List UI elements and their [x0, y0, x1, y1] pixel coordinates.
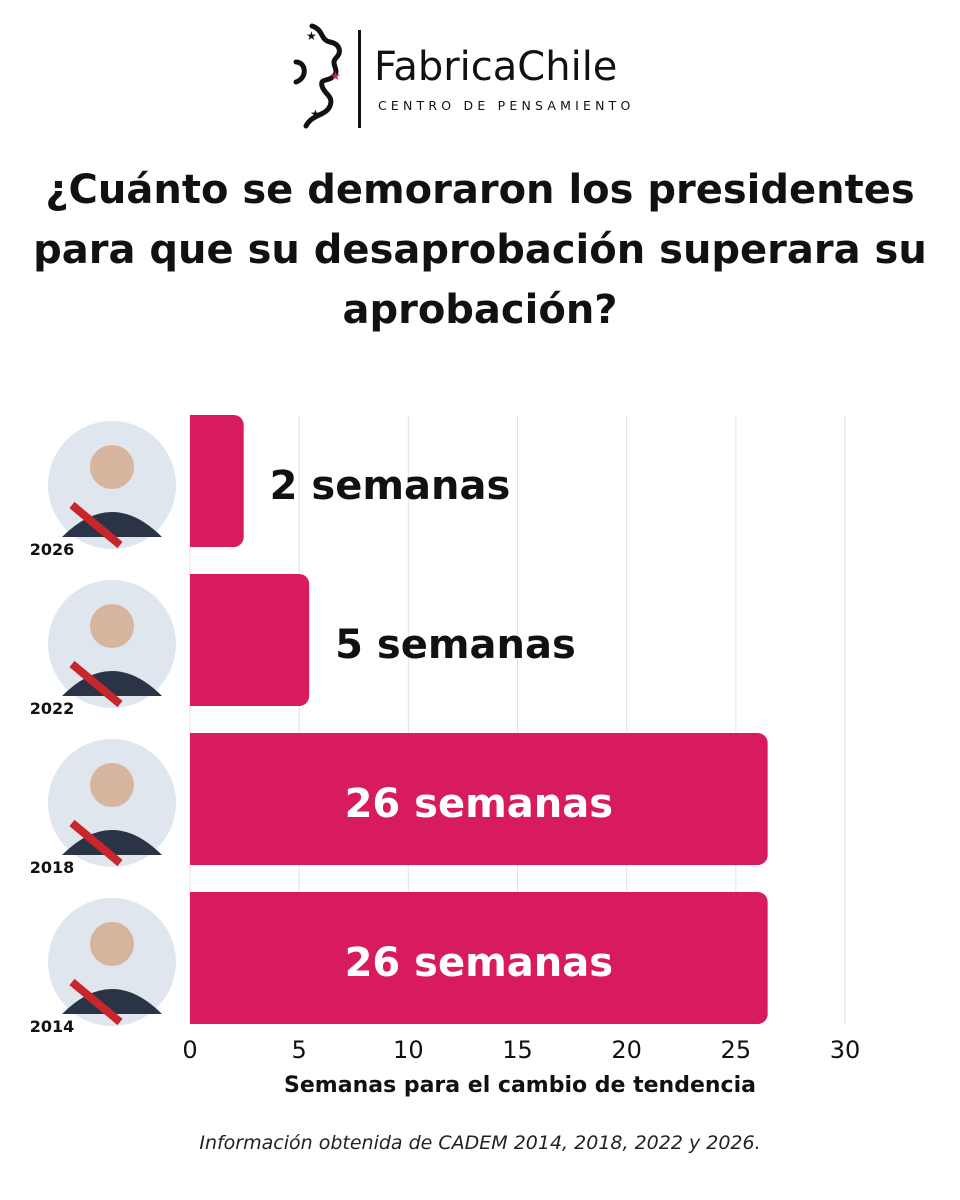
svg-text:★: ★ — [306, 29, 317, 43]
svg-text:★: ★ — [330, 69, 341, 83]
avatar-head — [90, 445, 134, 489]
logo-tagline: CENTRO DE PENSAMIENTO — [378, 98, 635, 113]
x-tick-label: 10 — [393, 1036, 424, 1064]
category-label: 2018 — [30, 858, 75, 877]
x-tick-label: 20 — [611, 1036, 642, 1064]
category-label: 2014 — [30, 1017, 75, 1036]
bar — [190, 415, 244, 547]
bar — [190, 892, 768, 1024]
logo-name: FabricaChile — [374, 44, 618, 90]
avatar-head — [90, 763, 134, 807]
x-tick-label: 15 — [502, 1036, 533, 1064]
x-axis-title: Semanas para el cambio de tendencia — [284, 1073, 756, 1098]
data-label: 26 semanas — [345, 940, 613, 986]
bar-base — [190, 733, 202, 865]
bar-base — [190, 574, 202, 706]
presidential-sash — [69, 501, 123, 549]
chile-map-logo-icon: ★ ★ ★ — [293, 23, 342, 129]
logo: ★ ★ ★ FabricaChile CENTRO DE PENSAMIENTO — [290, 22, 690, 134]
svg-text:★: ★ — [310, 107, 321, 121]
avatar-head — [90, 604, 134, 648]
chart-title: ¿Cuánto se demoraron los presidentes par… — [33, 167, 927, 333]
avatar-head — [90, 922, 134, 966]
category-label: 2026 — [30, 540, 75, 559]
category-label: 2022 — [30, 699, 75, 718]
bar-base — [190, 415, 202, 547]
data-label: 26 semanas — [345, 781, 613, 827]
logo-divider — [358, 30, 361, 128]
data-label: 5 semanas — [335, 622, 576, 668]
x-tick-label: 5 — [292, 1036, 307, 1064]
data-label: 2 semanas — [270, 463, 511, 509]
bar — [190, 733, 768, 865]
x-tick-label: 30 — [830, 1036, 861, 1064]
x-tick-label: 0 — [182, 1036, 197, 1064]
presidential-sash — [69, 819, 123, 867]
presidential-sash — [69, 978, 123, 1026]
x-tick-label: 25 — [721, 1036, 752, 1064]
bar-chart: 2026 2 semanas 2022 5 semanas 2018 26 semanas… — [30, 415, 861, 1098]
bar-base — [190, 892, 202, 1024]
bar — [190, 574, 310, 706]
source-note: Información obtenida de CADEM 2014, 2018… — [199, 1132, 761, 1154]
presidential-sash — [69, 660, 123, 708]
